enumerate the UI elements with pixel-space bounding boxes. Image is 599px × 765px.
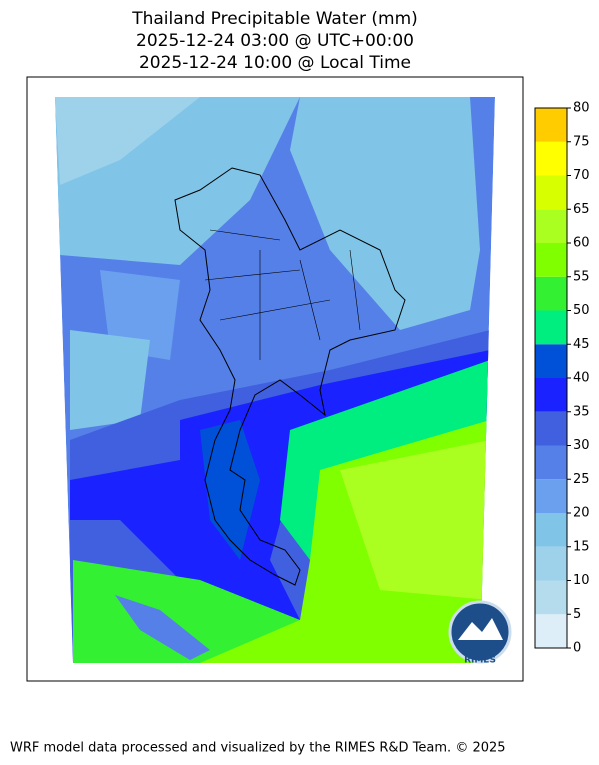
- colorbar-band: [535, 108, 567, 142]
- colorbar-tick-label: 50: [573, 303, 590, 318]
- logo-text: RIMES: [464, 656, 496, 666]
- colorbar-band: [535, 344, 567, 378]
- colorbar-band: [535, 546, 567, 581]
- field: [280, 360, 490, 560]
- colorbar: 0 5 10 15 20 25 30 35 40 45 50 55 60 65 70 75 80: [534, 101, 590, 656]
- colorbar-band: [535, 513, 567, 547]
- field: [290, 97, 480, 330]
- colorbar-tick-label: 80: [573, 101, 590, 116]
- field: [115, 595, 210, 660]
- logo-mountain: [458, 618, 503, 640]
- colorbar-band: [535, 276, 567, 311]
- title-line: 2025-12-24 10:00 @ Local Time: [139, 53, 411, 73]
- field: [70, 330, 150, 430]
- colorbar-tick-label: 35: [573, 404, 590, 419]
- colorbar-band: [535, 479, 567, 513]
- colorbar-band: [535, 445, 567, 480]
- colorbar-tick-label: 20: [573, 506, 590, 521]
- colorbar-band: [535, 614, 567, 648]
- field: [340, 440, 490, 600]
- footer: WRF model data processed and visualized …: [10, 741, 506, 756]
- colorbar-tick-label: 60: [573, 236, 590, 251]
- title-line: Thailand Precipitable Water (mm): [131, 9, 418, 29]
- colorbar-tick-label: 25: [573, 472, 590, 487]
- colorbar-band: [535, 378, 567, 412]
- colorbar-tick-label: 0: [573, 641, 581, 656]
- colorbar-band: [535, 243, 567, 277]
- map: RIMES: [26, 76, 524, 682]
- colorbar-tick-label: 70: [573, 168, 590, 183]
- field: [200, 420, 260, 560]
- colorbar-tick-label: 15: [573, 539, 590, 554]
- logo: RIMES: [448, 600, 512, 666]
- colorbar-tick-label: 10: [573, 573, 590, 588]
- colorbar-band: [535, 580, 567, 615]
- province-lines: [204, 229, 361, 360]
- colorbar-band: [535, 141, 567, 176]
- colorbar-tick-label: 40: [573, 371, 590, 386]
- field: [55, 97, 200, 185]
- colorbar-tick-label: 55: [573, 269, 590, 284]
- colorbar-tick-label: 65: [573, 202, 590, 217]
- colorbar-band: [535, 209, 567, 243]
- colorbar-tick-label: 75: [573, 134, 590, 149]
- colorbar-tick-label: 30: [573, 438, 590, 453]
- field: [73, 560, 300, 663]
- country-outline: [174, 167, 406, 586]
- colorbar-tick-label: 45: [573, 337, 590, 352]
- colorbar-band: [535, 175, 567, 210]
- colorbar-band: [535, 411, 567, 446]
- colorbar-band: [535, 310, 567, 345]
- colorbar-tick-label: 5: [573, 607, 581, 622]
- title-line: 2025-12-24 03:00 @ UTC+00:00: [136, 31, 414, 51]
